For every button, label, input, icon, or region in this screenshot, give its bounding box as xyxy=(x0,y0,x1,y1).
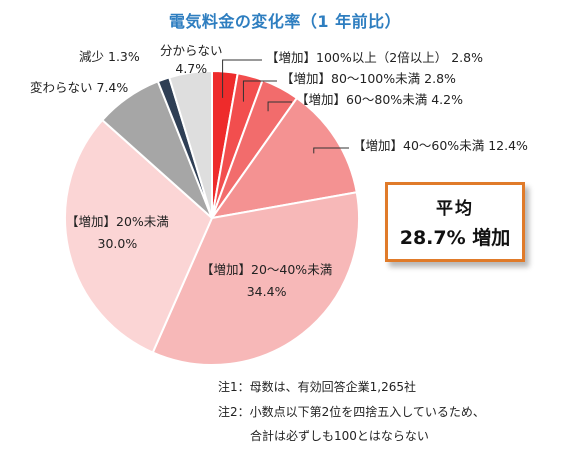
slice-label-under20: 【増加】20%未満 30.0% xyxy=(66,214,169,252)
slice-label-20-40: 【増加】20～40%未満 34.4% xyxy=(201,262,333,300)
slice-label-decrease: 減少 1.3% xyxy=(79,49,140,64)
chart-title: 電気料金の変化率（1 年前比） xyxy=(168,12,402,31)
average-box: 平均 28.7% 増加 xyxy=(385,182,525,262)
slice-label-40-60: 【増加】40～60%未満 12.4% xyxy=(353,138,528,153)
slice-label-unknown: 分からない 4.7% xyxy=(160,43,223,77)
leader-line-2 xyxy=(267,101,292,112)
leader-line-3 xyxy=(313,147,349,154)
pie-slice-5 xyxy=(64,118,214,354)
slice-label-unchanged: 変わらない 7.4% xyxy=(30,80,129,95)
pie-slice-3 xyxy=(209,96,358,220)
leader-line-1 xyxy=(242,80,277,102)
leader-line-0 xyxy=(222,59,262,98)
pie-slice-8 xyxy=(167,69,213,219)
average-title: 平均 xyxy=(436,199,474,219)
slice-label-80-100: 【増加】80～100%未満 2.8% xyxy=(281,71,456,86)
note-1: 注1：母数は、有効回答企業1,265社 xyxy=(218,380,416,394)
note-2: 注2：小数点以下第2位を四捨五入しているため、 xyxy=(218,405,485,419)
average-value: 28.7% 増加 xyxy=(399,227,511,249)
slice-label-60-80: 【増加】60～80%未満 4.2% xyxy=(296,92,463,107)
slice-label-100plus: 【増加】100%以上（2倍以上） 2.8% xyxy=(266,50,483,65)
pie-slice-4 xyxy=(151,191,360,366)
note-3: 合計は必ずしも100とはならない xyxy=(250,429,429,443)
